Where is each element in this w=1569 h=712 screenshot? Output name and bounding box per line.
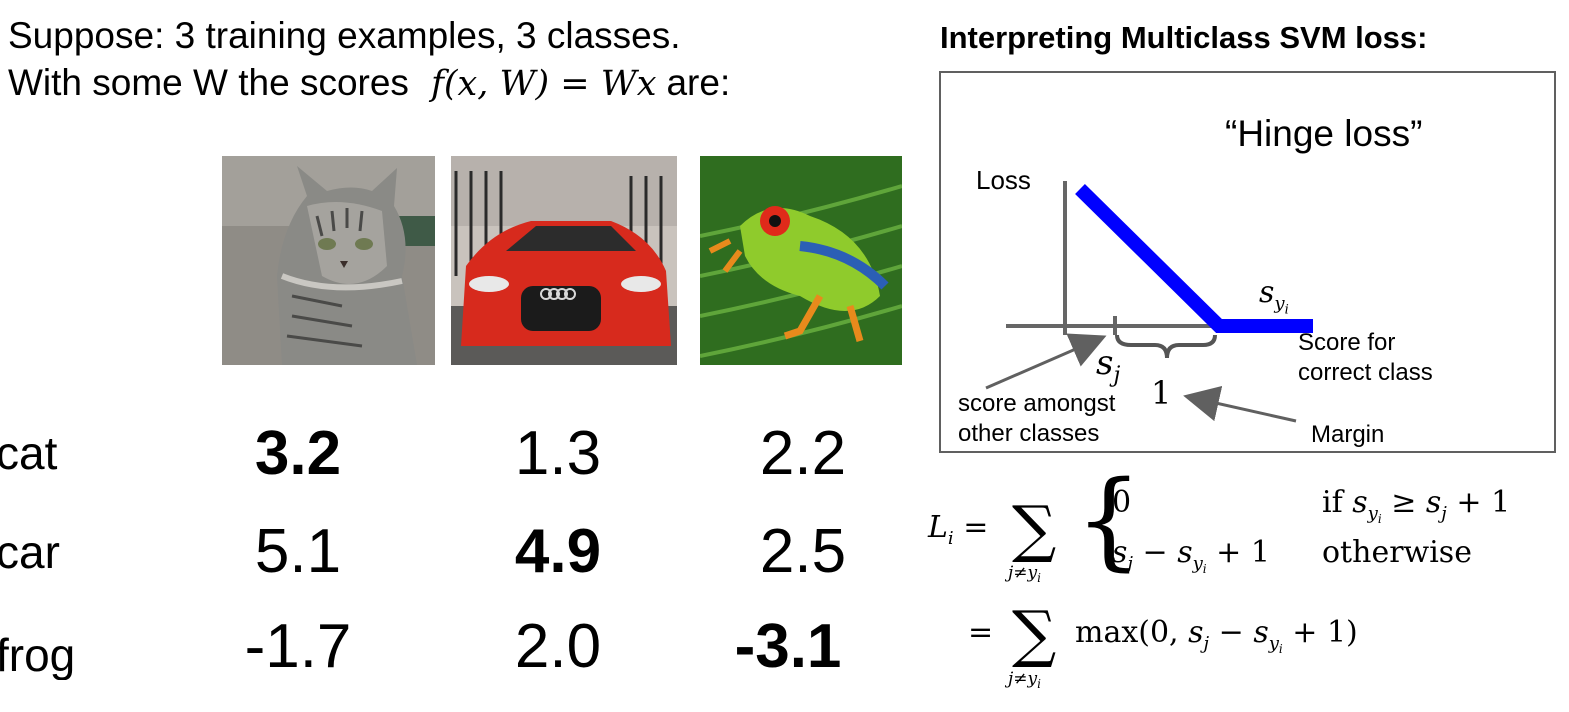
score-cat-img3: 2.2 — [759, 419, 847, 488]
intro-line-2-suffix: are: — [666, 62, 731, 103]
s-yi-label: syi — [1259, 275, 1289, 318]
score-frog-img2: 2.0 — [514, 612, 602, 681]
sj-arrow — [985, 333, 1107, 390]
score-car-img1: 5.1 — [254, 517, 342, 586]
cases-brace: { — [1075, 470, 1142, 581]
loss-axis-label: Loss — [976, 165, 1031, 195]
score-correct-label: Score for correct class — [1298, 328, 1433, 388]
hinge-loss-title: “Hinge loss” — [1225, 113, 1423, 154]
car-photo-icon — [451, 156, 677, 365]
car-photo — [451, 156, 677, 365]
score-frog-img3: -3.1 — [734, 612, 842, 681]
intro-line-2-prefix: With some W the scores — [8, 62, 409, 103]
score-other-line-2: other classes — [958, 420, 1100, 447]
score-function-formula: f(x, W) = Wx — [430, 64, 657, 104]
row-label-car: car — [0, 527, 60, 577]
intro-text: Suppose: 3 training examples, 3 classes.… — [8, 12, 730, 108]
formula-equals-2: = — [968, 615, 993, 650]
formula-max: max(0, sj − syi + 1) — [1075, 615, 1358, 656]
case1-cond: if syi ≥ sj + 1 — [1322, 485, 1510, 526]
score-cat-img2: 1.3 — [514, 419, 602, 488]
panel-title: Interpreting Multiclass SVM loss: — [940, 20, 1428, 55]
score-other-label: score amongst other classes — [958, 389, 1115, 449]
row-label-frog: frog — [0, 630, 76, 680]
s-j-label: sj — [1096, 343, 1121, 388]
svm-loss-formula: Li = ∑ j≠yi { 0 if syi ≥ sj + 1 sj − syi… — [927, 470, 1510, 691]
case1-value: 0 — [1112, 485, 1131, 520]
intro-line-2: With some W the scores f(x, W) = Wx are: — [8, 59, 730, 108]
cat-photo-icon — [222, 156, 435, 365]
score-other-line-1: score amongst — [958, 390, 1116, 417]
case2-value: sj − syi + 1 — [1112, 535, 1270, 576]
margin-label: Margin — [1311, 421, 1385, 448]
case2-cond: otherwise — [1322, 535, 1472, 570]
hinge-loss-plot — [985, 181, 1313, 423]
hinge-loss-line — [1075, 184, 1313, 333]
sum-sub-2: j≠yi — [1004, 669, 1041, 691]
frog-photo — [700, 156, 902, 365]
score-car-img3: 2.5 — [759, 517, 847, 586]
margin-arrow — [1183, 386, 1297, 423]
row-label-cat: cat — [0, 428, 58, 478]
intro-line-1: Suppose: 3 training examples, 3 classes. — [8, 15, 681, 56]
frog-photo-icon — [700, 156, 902, 365]
score-frog-img1: -1.7 — [244, 612, 352, 681]
formula-lhs: Li = — [927, 510, 988, 549]
score-cat-img1: 3.2 — [254, 419, 342, 488]
score-correct-line-1: Score for — [1298, 329, 1396, 356]
score-correct-line-2: correct class — [1298, 359, 1433, 386]
score-car-img2: 4.9 — [514, 517, 602, 586]
sum-symbol-1: ∑ — [1012, 492, 1056, 565]
hinge-loss-diagram: “Hinge loss” Loss syi sj 1 Score for cor… — [939, 71, 1556, 453]
sum-sub-1: j≠yi — [1004, 563, 1041, 585]
margin-one-label: 1 — [1151, 374, 1172, 412]
sum-symbol-2: ∑ — [1012, 597, 1056, 670]
cat-photo — [222, 156, 435, 365]
margin-brace — [1115, 334, 1217, 359]
